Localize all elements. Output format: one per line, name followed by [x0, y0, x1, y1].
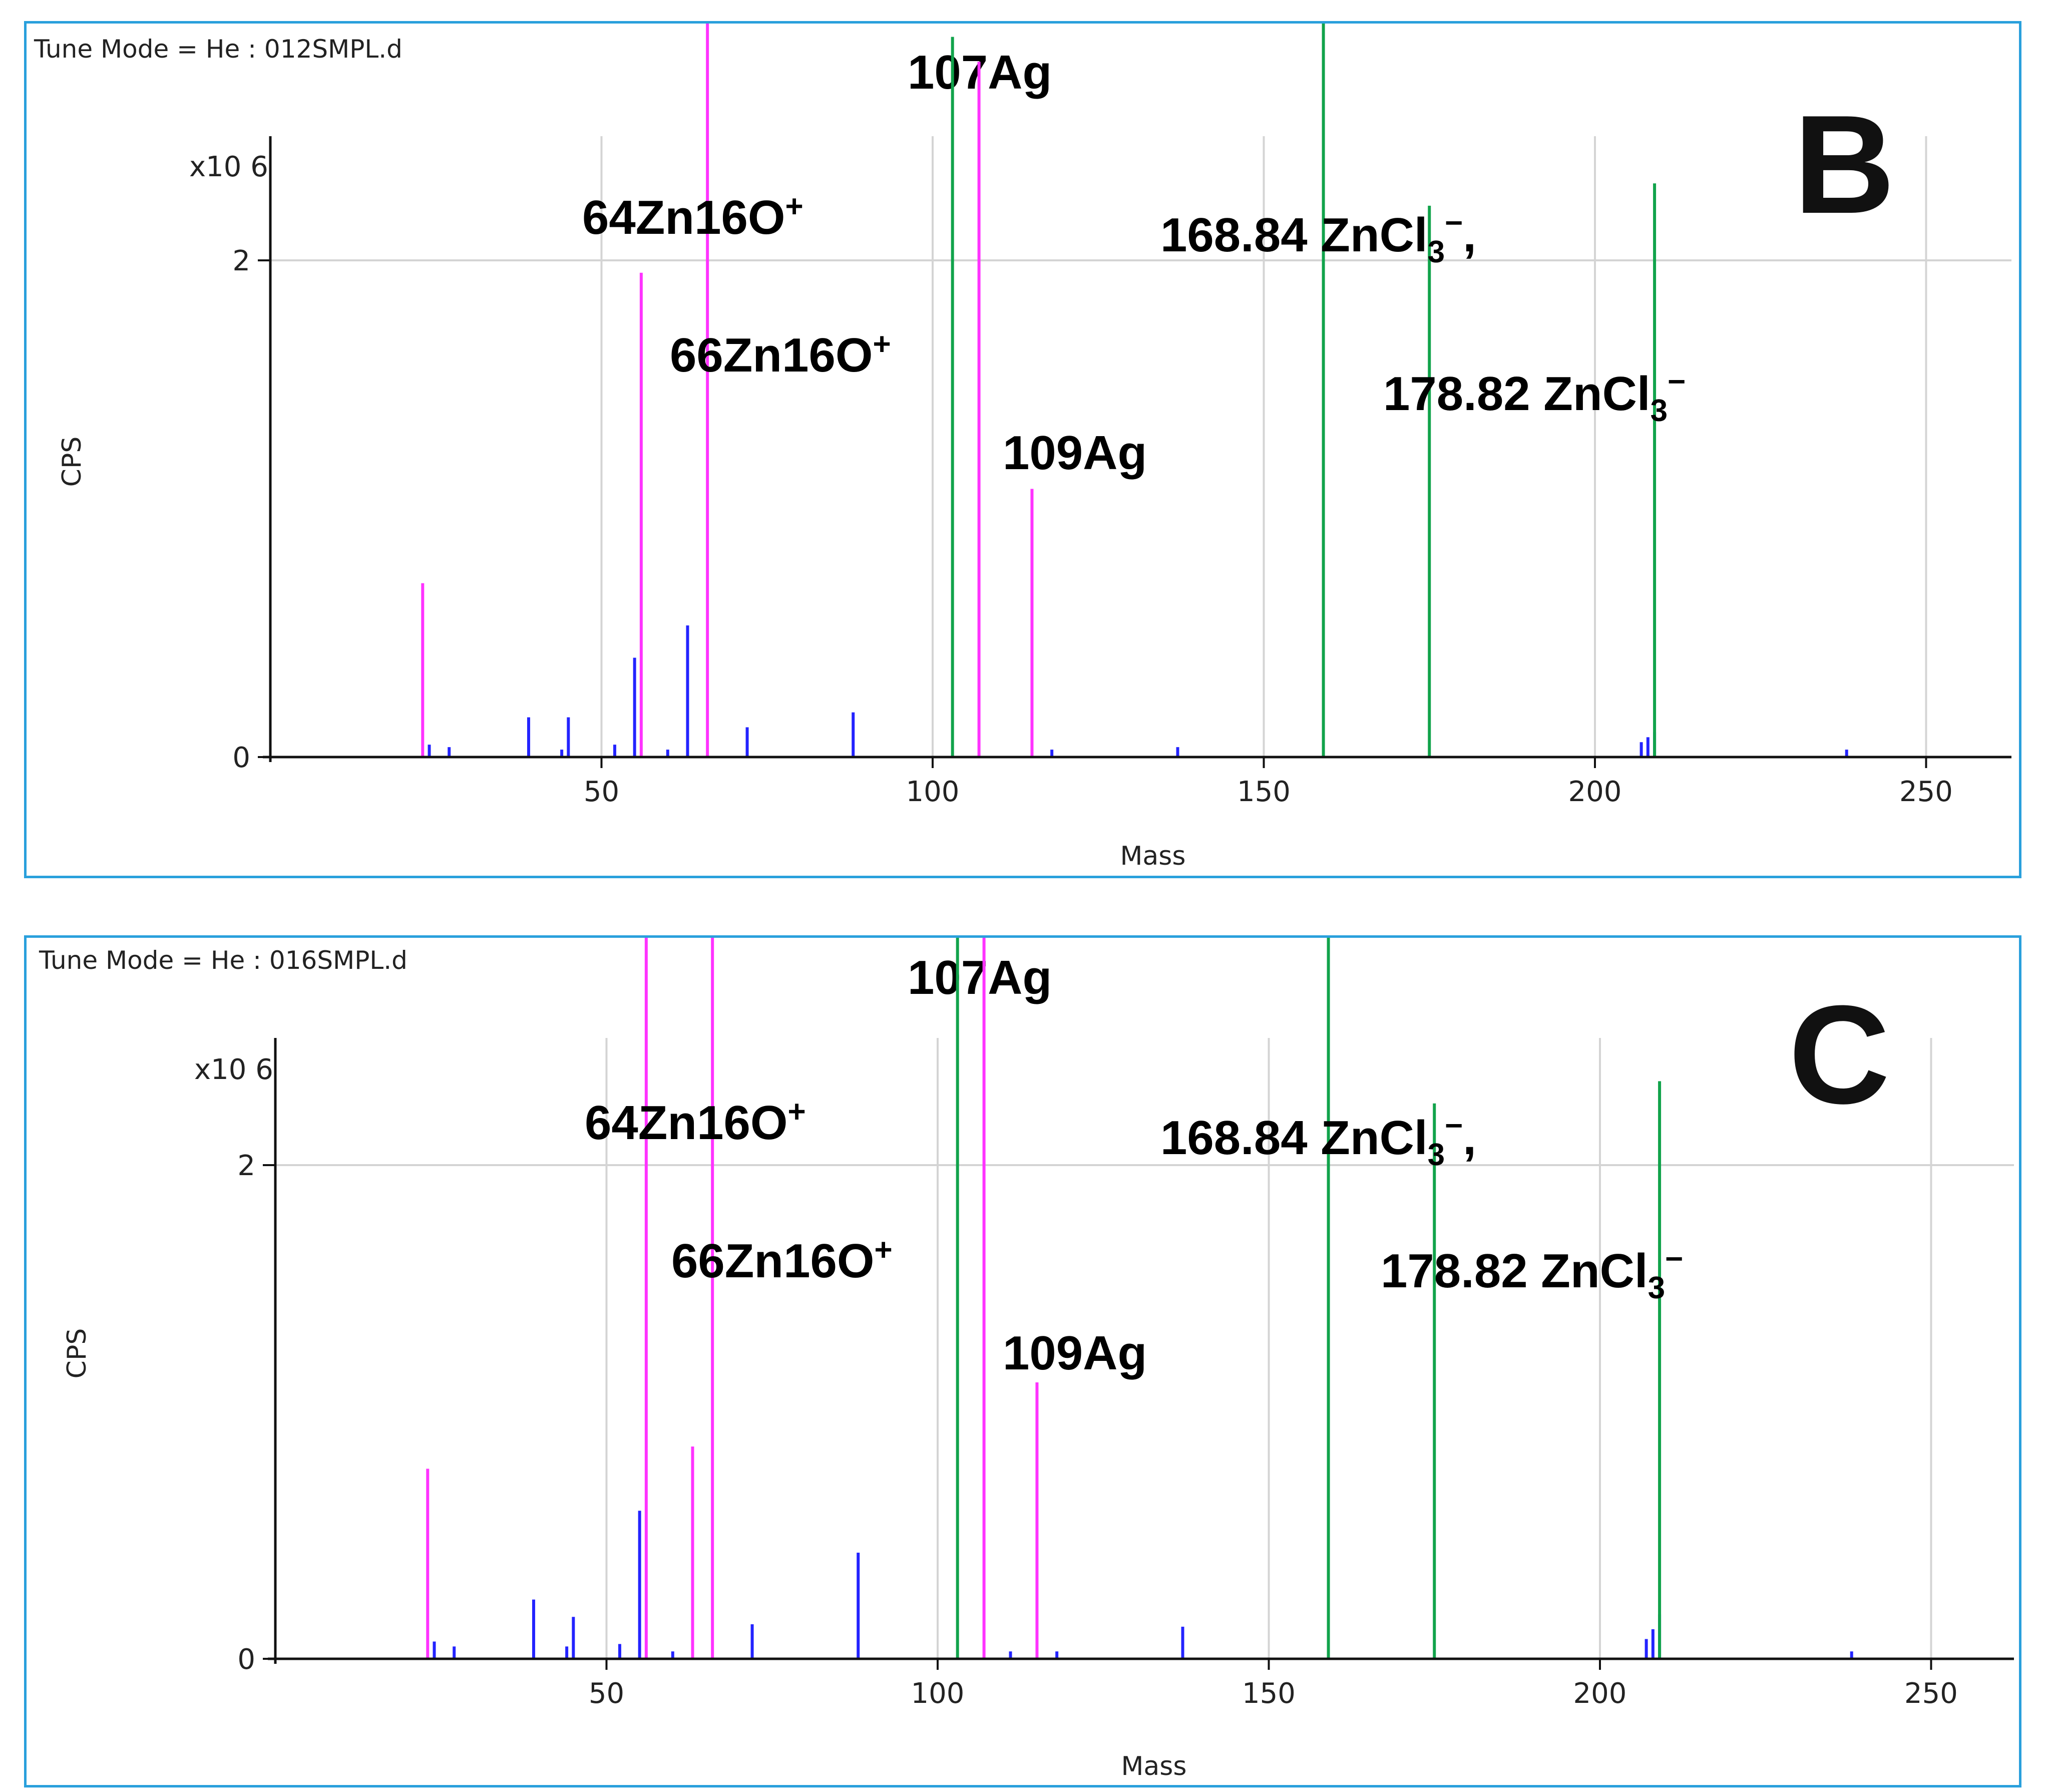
- y-multiplier: x10 6: [189, 151, 268, 183]
- spectrum-chart-c: Tune Mode = He : 016SMPL.d 107Ag C x10 6…: [39, 938, 2014, 1781]
- x-axis-label: Mass: [1121, 1751, 1187, 1781]
- spectrum-panel-c: Tune Mode = He : 016SMPL.d 107Ag C x10 6…: [24, 935, 2021, 1787]
- x-tick-label: 250: [1899, 776, 1953, 808]
- y-tick-label: 0: [232, 742, 250, 774]
- annotation-109ag: 109Ag: [1003, 426, 1147, 480]
- x-tick-label: 200: [1568, 776, 1622, 808]
- annotation-zncl3-178: 178.82 ZnCl3−: [1383, 365, 1686, 428]
- panel-letter: B: [1794, 87, 1895, 243]
- annotation-zncl3-168: 168.84 ZnCl3−,: [1160, 1109, 1476, 1172]
- annotation-66zn16o: 66Zn16O+: [670, 327, 891, 382]
- y-tick-label: 2: [237, 1150, 255, 1182]
- y-axis-label: CPS: [57, 437, 87, 487]
- y-multiplier: x10 6: [194, 1053, 273, 1086]
- x-tick-label: 250: [1904, 1677, 1958, 1710]
- annotation-107ag: 107Ag: [908, 951, 1052, 1004]
- annotation-66zn16o: 66Zn16O+: [671, 1233, 893, 1288]
- spectrum-chart-b: Tune Mode = He : 012SMPL.d 107Ag B x10 6…: [34, 24, 2011, 871]
- tune-mode-label: Tune Mode = He : 016SMPL.d: [39, 946, 407, 975]
- y-tick-label: 0: [237, 1643, 255, 1676]
- spectrum-panel-b: Tune Mode = He : 012SMPL.d 107Ag B x10 6…: [24, 21, 2021, 878]
- x-tick-label: 50: [589, 1677, 624, 1710]
- x-axis-label: Mass: [1120, 841, 1186, 871]
- x-tick-label: 150: [1242, 1677, 1296, 1710]
- y-axis-label: CPS: [62, 1328, 92, 1379]
- x-tick-label: 100: [911, 1677, 965, 1710]
- x-tick-label: 150: [1237, 776, 1291, 808]
- panel-letter: C: [1789, 977, 1890, 1133]
- x-tick-label: 200: [1573, 1677, 1627, 1710]
- annotation-zncl3-178: 178.82 ZnCl3−: [1381, 1242, 1683, 1305]
- annotation-64zn16o: 64Zn16O+: [585, 1095, 806, 1150]
- annotation-109ag: 109Ag: [1003, 1326, 1147, 1380]
- annotation-zncl3-168: 168.84 ZnCl3−,: [1160, 206, 1476, 269]
- x-tick-label: 100: [906, 776, 960, 808]
- y-tick-label: 2: [232, 245, 250, 277]
- x-tick-label: 50: [584, 776, 619, 808]
- annotation-64zn16o: 64Zn16O+: [582, 189, 803, 244]
- tune-mode-label: Tune Mode = He : 012SMPL.d: [34, 35, 402, 64]
